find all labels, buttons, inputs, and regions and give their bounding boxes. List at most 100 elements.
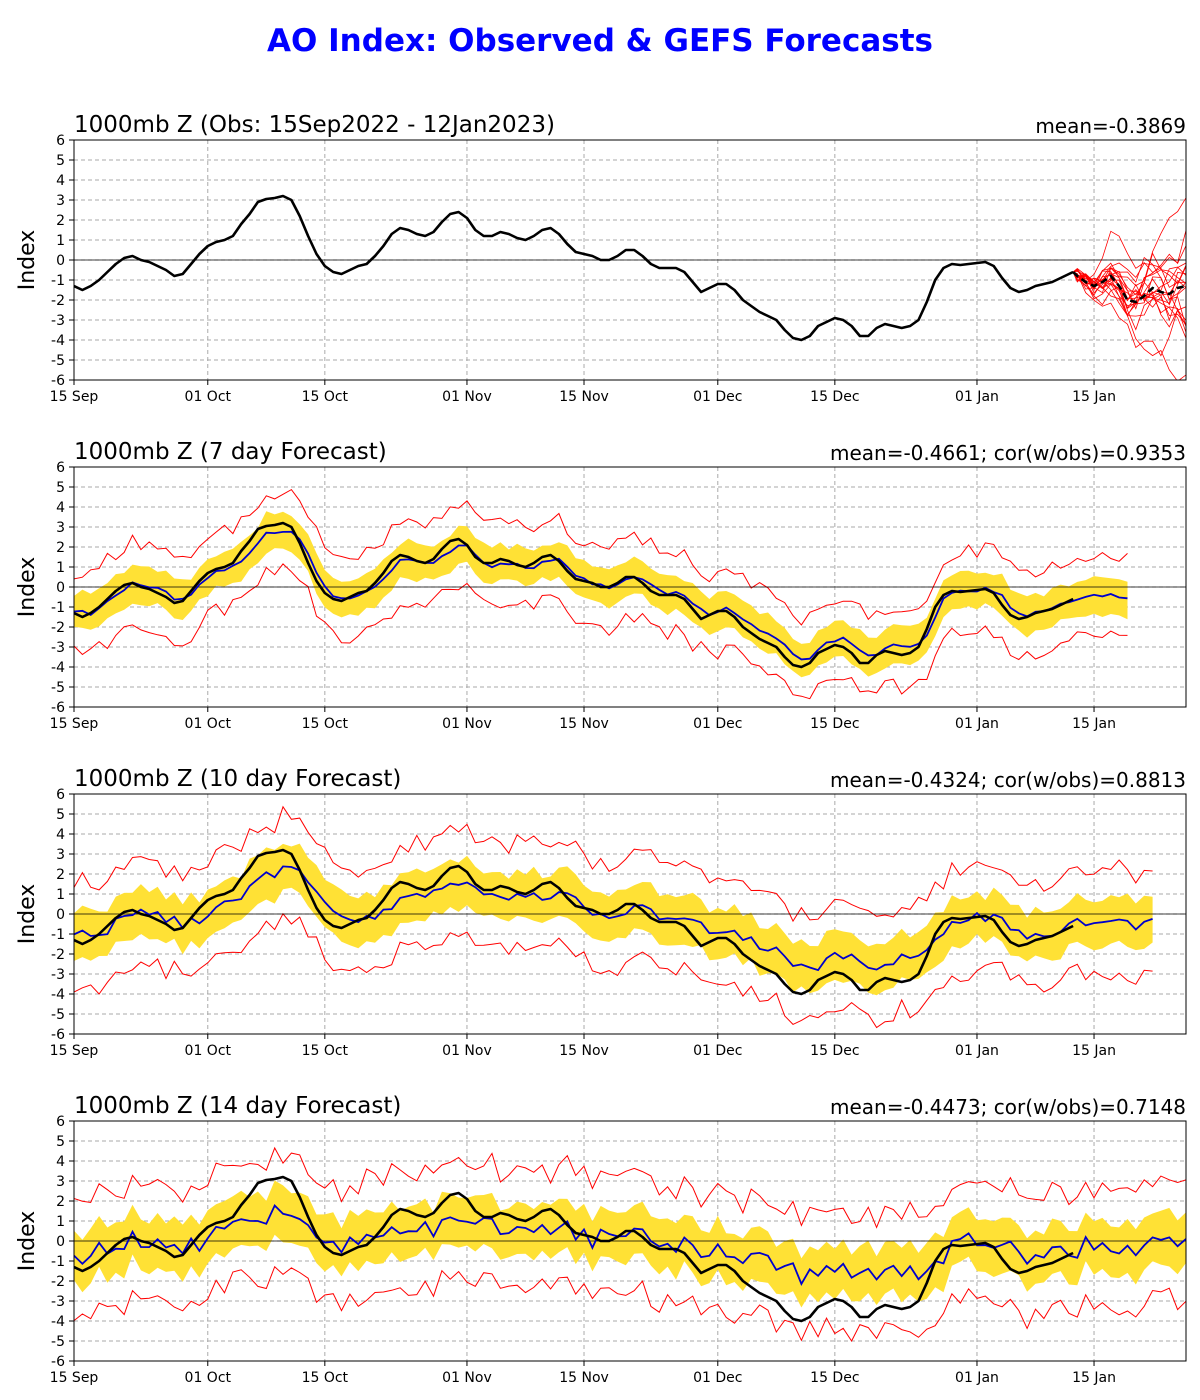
y-tick-label: -5 xyxy=(51,353,65,369)
x-tick-label: 15 Oct xyxy=(302,1043,349,1059)
panel-title: 1000mb Z (7 day Forecast) xyxy=(74,439,387,465)
y-tick-label: 2 xyxy=(56,1194,65,1210)
y-tick-label: -1 xyxy=(51,600,65,616)
panel-title: 1000mb Z (10 day Forecast) xyxy=(74,766,401,792)
ensemble-spread-band xyxy=(74,843,1153,996)
chart-panel-3: 1000mb Z (10 day Forecast) mean=-0.4324; … xyxy=(15,766,1187,1059)
y-tick-label: 3 xyxy=(56,193,65,209)
plot-area xyxy=(74,194,1186,380)
y-tick-label: 0 xyxy=(56,253,65,269)
x-tick-label: 15 Jan xyxy=(1072,716,1116,732)
y-tick-label: 6 xyxy=(56,1114,65,1130)
y-tick-label: -3 xyxy=(51,967,65,983)
plot-frame xyxy=(73,1120,1187,1362)
panel-stat: mean=-0.4324; cor(w/obs)=0.8813 xyxy=(830,768,1186,792)
x-tick-label: 15 Jan xyxy=(1072,389,1116,405)
y-tick-label: 6 xyxy=(56,133,65,149)
x-tick-label: 15 Nov xyxy=(559,1043,609,1059)
ensemble-member-line xyxy=(1072,271,1186,328)
x-tick-label: 15 Sep xyxy=(50,1043,99,1059)
y-axis-label: Index xyxy=(15,230,40,291)
x-tick-label: 15 Nov xyxy=(559,389,609,405)
panel-stat: mean=-0.3869 xyxy=(1035,114,1186,138)
y-tick-label: -4 xyxy=(51,333,65,349)
observed-line xyxy=(74,521,1074,669)
plot-frame xyxy=(73,793,1187,1035)
y-tick-label: -6 xyxy=(51,1027,65,1043)
y-tick-label: -6 xyxy=(51,700,65,716)
y-tick-label: 4 xyxy=(56,173,65,189)
plot-frame xyxy=(73,139,1187,381)
x-tick-label: 15 Sep xyxy=(50,716,99,732)
x-tick-label: 01 Jan xyxy=(955,1043,999,1059)
panel-stat: mean=-0.4473; cor(w/obs)=0.7148 xyxy=(830,1095,1186,1119)
x-tick-label: 15 Dec xyxy=(810,389,859,405)
y-tick-label: 1 xyxy=(56,560,65,576)
x-tick-label: 15 Nov xyxy=(559,1370,609,1386)
chart-panel-4: 1000mb Z (14 day Forecast) mean=-0.4473; … xyxy=(15,1093,1187,1386)
y-tick-label: 0 xyxy=(56,580,65,596)
y-tick-label: 5 xyxy=(56,153,65,169)
ensemble-mean-line xyxy=(74,530,1128,661)
member-max-line xyxy=(74,805,1153,923)
x-tick-label: 15 Dec xyxy=(810,1043,859,1059)
x-tick-label: 15 Dec xyxy=(810,716,859,732)
y-tick-label: 1 xyxy=(56,1214,65,1230)
member-min-line xyxy=(74,912,1153,1029)
y-tick-label: -6 xyxy=(51,373,65,389)
member-min-line xyxy=(74,1265,1186,1342)
y-tick-label: 4 xyxy=(56,500,65,516)
x-tick-label: 01 Dec xyxy=(693,389,742,405)
y-tick-label: 2 xyxy=(56,213,65,229)
observed-line xyxy=(74,1175,1074,1323)
y-tick-label: -1 xyxy=(51,1254,65,1270)
x-tick-label: 15 Nov xyxy=(559,716,609,732)
y-tick-label: -3 xyxy=(51,640,65,656)
y-tick-label: 6 xyxy=(56,787,65,803)
x-tick-label: 01 Oct xyxy=(185,1370,232,1386)
plot-frame xyxy=(73,466,1187,708)
ensemble-member-line xyxy=(1072,256,1186,327)
x-tick-label: 01 Dec xyxy=(693,1370,742,1386)
y-tick-label: 2 xyxy=(56,540,65,556)
y-tick-label: 5 xyxy=(56,807,65,823)
member-max-line xyxy=(74,488,1128,626)
x-tick-label: 01 Oct xyxy=(185,716,232,732)
y-tick-label: 5 xyxy=(56,480,65,496)
y-tick-label: -4 xyxy=(51,660,65,676)
panel-title: 1000mb Z (14 day Forecast) xyxy=(74,1093,401,1119)
ensemble-spread-band xyxy=(74,511,1128,678)
x-tick-label: 01 Dec xyxy=(693,716,742,732)
y-tick-label: 3 xyxy=(56,847,65,863)
y-tick-label: 3 xyxy=(56,520,65,536)
y-axis-label: Index xyxy=(15,557,40,618)
ensemble-member-line xyxy=(1072,266,1186,316)
ensemble-member-line xyxy=(1073,270,1186,331)
panel-title: 1000mb Z (Obs: 15Sep2022 - 12Jan2023) xyxy=(74,112,555,138)
y-tick-label: -1 xyxy=(51,927,65,943)
y-tick-label: 5 xyxy=(56,1134,65,1150)
y-tick-label: -5 xyxy=(51,1007,65,1023)
ensemble-member-line xyxy=(1072,252,1186,296)
x-tick-label: 01 Nov xyxy=(442,389,492,405)
x-tick-label: 01 Oct xyxy=(185,389,232,405)
plot-area xyxy=(74,1146,1186,1342)
ensemble-member-line xyxy=(1072,271,1186,357)
chart-panel-1: 1000mb Z (Obs: 15Sep2022 - 12Jan2023) mea… xyxy=(15,112,1187,405)
y-tick-label: 0 xyxy=(56,1234,65,1250)
y-tick-label: -5 xyxy=(51,680,65,696)
member-min-line xyxy=(74,563,1128,700)
ensemble-spread-band xyxy=(74,1180,1186,1308)
y-tick-label: 0 xyxy=(56,907,65,923)
y-tick-label: -3 xyxy=(51,1294,65,1310)
y-tick-label: -4 xyxy=(51,987,65,1003)
ensemble-member-line xyxy=(1072,265,1186,310)
y-tick-label: -6 xyxy=(51,1354,65,1370)
x-tick-label: 01 Jan xyxy=(955,716,999,732)
y-axis-label: Index xyxy=(15,1211,40,1272)
x-tick-label: 15 Sep xyxy=(50,1370,99,1386)
x-tick-label: 01 Nov xyxy=(442,1043,492,1059)
chart-panel-2: 1000mb Z (7 day Forecast) mean=-0.4661; c… xyxy=(15,439,1187,732)
x-tick-label: 15 Jan xyxy=(1072,1370,1116,1386)
x-tick-label: 01 Jan xyxy=(955,389,999,405)
